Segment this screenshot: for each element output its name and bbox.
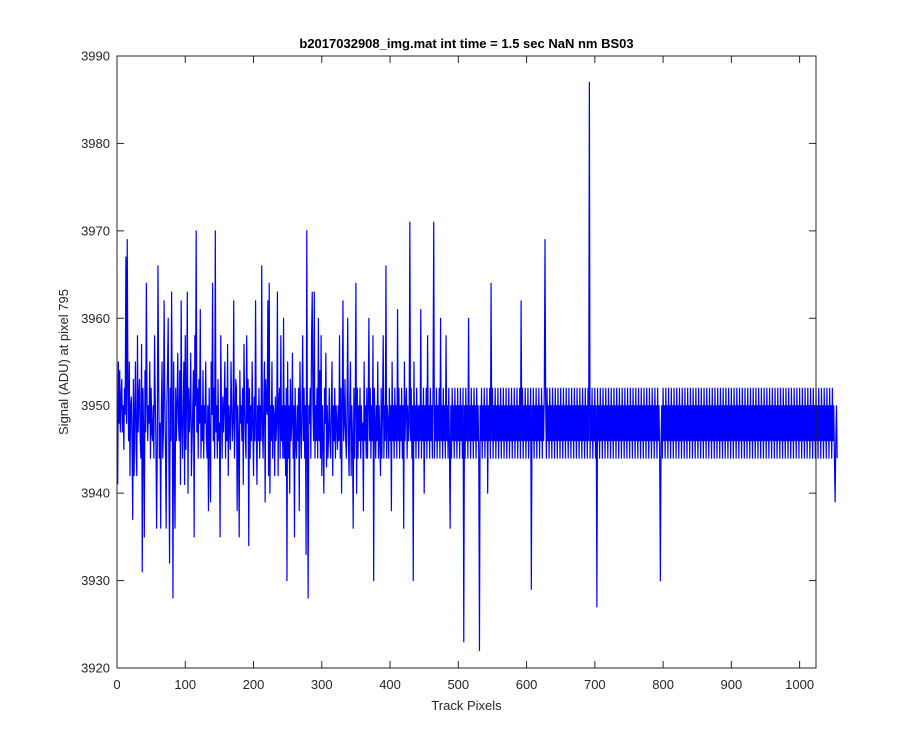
y-tick-label: 3920 [81, 661, 110, 676]
x-tick-label: 900 [721, 677, 743, 692]
ticks-layer: 0 100 200 300 400 500 600 700 800 900 1000 3920 3930… [81, 49, 816, 692]
y-tick-label: 3940 [81, 486, 110, 501]
x-tick-label: 1000 [785, 677, 814, 692]
y-tick-label: 3960 [81, 311, 110, 326]
x-tick-label: 800 [652, 677, 674, 692]
y-tick-label: 3950 [81, 398, 110, 413]
x-tick-label: 300 [311, 677, 333, 692]
x-tick-label: 600 [516, 677, 538, 692]
y-tick-label: 3930 [81, 573, 110, 588]
series-line-0 [117, 81, 838, 652]
axes-box [116, 55, 817, 669]
y-tick-label: 3980 [81, 136, 110, 151]
series-layer [117, 81, 838, 652]
y-tick-label: 3970 [81, 223, 110, 238]
plot-area [117, 56, 816, 668]
x-tick-label: 0 [113, 677, 120, 692]
y-axis-label: Signal (ADU) at pixel 795 [56, 289, 71, 435]
x-tick-label: 100 [174, 677, 196, 692]
x-tick-label: 400 [379, 677, 401, 692]
x-tick-label: 700 [584, 677, 606, 692]
x-tick-label: 200 [243, 677, 265, 692]
x-axis-label: Track Pixels [431, 698, 502, 713]
x-tick-label: 500 [447, 677, 469, 692]
y-tick-label: 3990 [81, 49, 110, 64]
chart-title: b2017032908_img.mat int time = 1.5 sec N… [299, 36, 633, 51]
